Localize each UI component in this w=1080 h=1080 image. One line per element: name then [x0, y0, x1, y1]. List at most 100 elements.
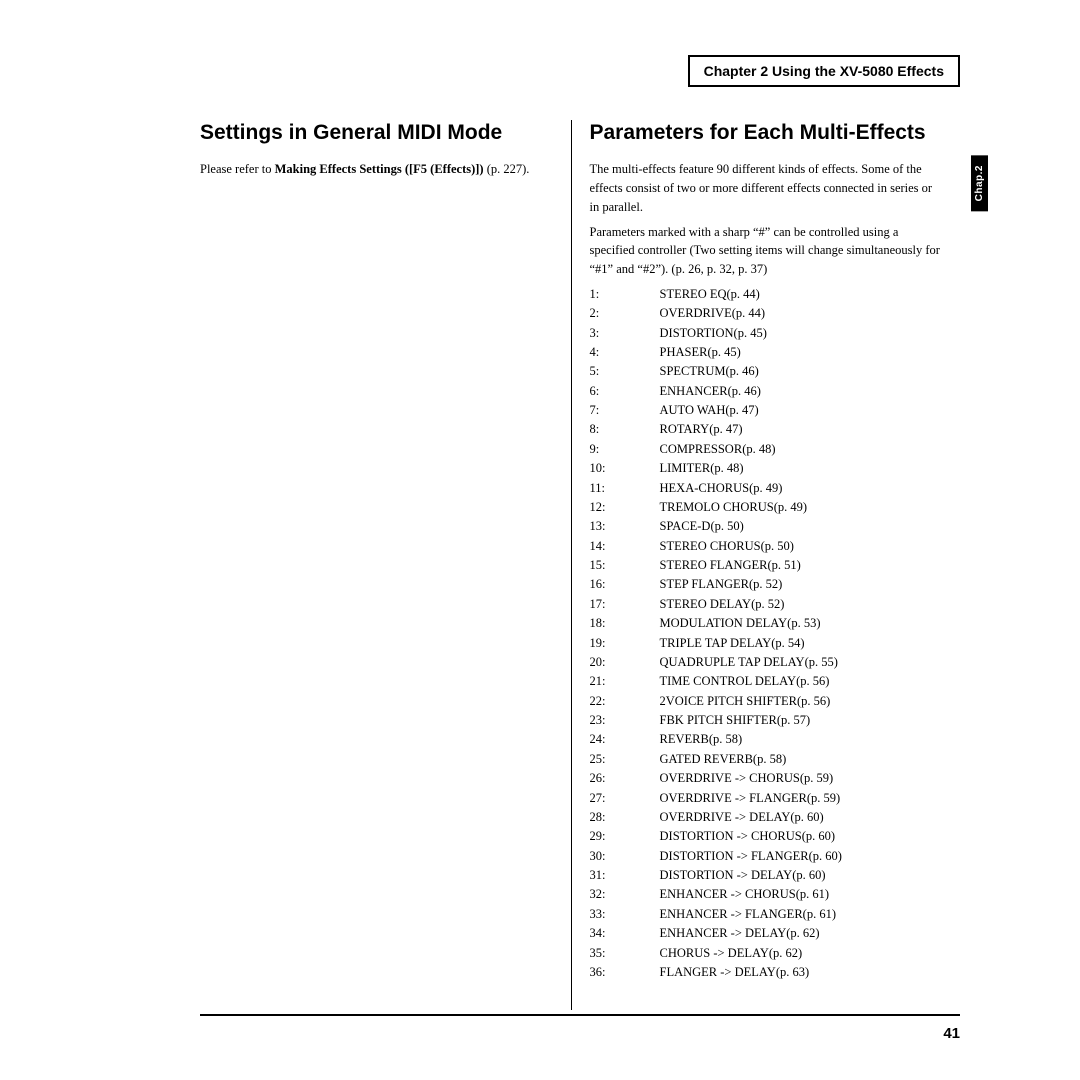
- effect-page-ref: (p. 61): [796, 885, 829, 904]
- effect-number: 36:: [590, 963, 660, 982]
- effect-name: TRIPLE TAP DELAY: [660, 634, 772, 653]
- effect-row: 16:STEP FLANGER(p. 52): [590, 575, 943, 594]
- effect-number: 2:: [590, 304, 660, 323]
- effect-page-ref: (p. 60): [792, 866, 825, 885]
- effect-row: 12:TREMOLO CHORUS(p. 49): [590, 498, 943, 517]
- effect-page-ref: (p. 46): [726, 362, 759, 381]
- right-intro-2: Parameters marked with a sharp “#” can b…: [590, 223, 943, 279]
- effect-row: 8:ROTARY(p. 47): [590, 420, 943, 439]
- effect-row: 21:TIME CONTROL DELAY(p. 56): [590, 672, 943, 691]
- right-column: Parameters for Each Multi-Effects The mu…: [572, 120, 961, 1010]
- effect-number: 35:: [590, 944, 660, 963]
- effect-row: 13:SPACE-D(p. 50): [590, 517, 943, 536]
- effects-list: 1:STEREO EQ(p. 44)2:OVERDRIVE(p. 44)3:DI…: [590, 285, 943, 983]
- bottom-rule: [200, 1014, 960, 1016]
- effect-number: 1:: [590, 285, 660, 304]
- effect-name: STEREO EQ: [660, 285, 727, 304]
- effect-row: 11:HEXA-CHORUS(p. 49): [590, 479, 943, 498]
- effect-page-ref: (p. 46): [728, 382, 761, 401]
- effect-name: FBK PITCH SHIFTER: [660, 711, 777, 730]
- effect-row: 17:STEREO DELAY(p. 52): [590, 595, 943, 614]
- effect-number: 9:: [590, 440, 660, 459]
- effect-number: 30:: [590, 847, 660, 866]
- page-number: 41: [943, 1025, 960, 1042]
- left-para-prefix: Please refer to: [200, 162, 275, 176]
- effect-number: 20:: [590, 653, 660, 672]
- effect-name: QUADRUPLE TAP DELAY: [660, 653, 805, 672]
- effect-number: 29:: [590, 827, 660, 846]
- effect-page-ref: (p. 44): [727, 285, 760, 304]
- effect-row: 35:CHORUS -> DELAY(p. 62): [590, 944, 943, 963]
- left-paragraph: Please refer to Making Effects Settings …: [200, 160, 553, 179]
- effect-number: 4:: [590, 343, 660, 362]
- effect-row: 14:STEREO CHORUS(p. 50): [590, 537, 943, 556]
- effect-name: DISTORTION -> FLANGER: [660, 847, 809, 866]
- effect-number: 34:: [590, 924, 660, 943]
- effect-number: 12:: [590, 498, 660, 517]
- chapter-label: Chapter 2 Using the XV-5080 Effects: [704, 63, 944, 79]
- effect-number: 5:: [590, 362, 660, 381]
- effect-number: 8:: [590, 420, 660, 439]
- effect-page-ref: (p. 47): [709, 420, 742, 439]
- effect-page-ref: (p. 47): [725, 401, 758, 420]
- effect-name: PHASER: [660, 343, 708, 362]
- effect-number: 16:: [590, 575, 660, 594]
- effect-row: 33:ENHANCER -> FLANGER(p. 61): [590, 905, 943, 924]
- effect-name: MODULATION DELAY: [660, 614, 788, 633]
- chapter-header-box: Chapter 2 Using the XV-5080 Effects: [688, 55, 960, 87]
- effect-page-ref: (p. 49): [749, 479, 782, 498]
- effect-name: 2VOICE PITCH SHIFTER: [660, 692, 798, 711]
- side-tab-label: Chap.2: [974, 165, 985, 201]
- effect-name: OVERDRIVE: [660, 304, 732, 323]
- chapter-side-tab: Chap.2: [971, 155, 988, 211]
- effect-name: TREMOLO CHORUS: [660, 498, 774, 517]
- effect-row: 32:ENHANCER -> CHORUS(p. 61): [590, 885, 943, 904]
- effect-name: REVERB: [660, 730, 709, 749]
- effect-row: 25:GATED REVERB(p. 58): [590, 750, 943, 769]
- effect-number: 24:: [590, 730, 660, 749]
- effect-number: 27:: [590, 789, 660, 808]
- effect-row: 4:PHASER(p. 45): [590, 343, 943, 362]
- effect-page-ref: (p. 48): [710, 459, 743, 478]
- left-heading: Settings in General MIDI Mode: [200, 120, 553, 146]
- effect-name: TIME CONTROL DELAY: [660, 672, 797, 691]
- effect-page-ref: (p. 52): [749, 575, 782, 594]
- effect-number: 3:: [590, 324, 660, 343]
- effect-row: 2:OVERDRIVE(p. 44): [590, 304, 943, 323]
- effect-page-ref: (p. 52): [751, 595, 784, 614]
- effect-name: HEXA-CHORUS: [660, 479, 750, 498]
- effect-number: 22:: [590, 692, 660, 711]
- effect-page-ref: (p. 59): [800, 769, 833, 788]
- effect-number: 6:: [590, 382, 660, 401]
- effect-name: SPACE-D: [660, 517, 711, 536]
- effect-page-ref: (p. 45): [707, 343, 740, 362]
- effect-page-ref: (p. 45): [734, 324, 767, 343]
- effect-row: 30:DISTORTION -> FLANGER(p. 60): [590, 847, 943, 866]
- effect-name: OVERDRIVE -> FLANGER: [660, 789, 807, 808]
- effect-row: 18:MODULATION DELAY(p. 53): [590, 614, 943, 633]
- left-para-suffix: (p. 227).: [484, 162, 530, 176]
- effect-row: 26:OVERDRIVE -> CHORUS(p. 59): [590, 769, 943, 788]
- effect-name: GATED REVERB: [660, 750, 753, 769]
- effect-name: ENHANCER: [660, 382, 728, 401]
- effect-row: 3:DISTORTION(p. 45): [590, 324, 943, 343]
- effect-number: 11:: [590, 479, 660, 498]
- effect-name: DISTORTION -> CHORUS: [660, 827, 802, 846]
- effect-number: 25:: [590, 750, 660, 769]
- effect-row: 23:FBK PITCH SHIFTER(p. 57): [590, 711, 943, 730]
- effect-name: ROTARY: [660, 420, 710, 439]
- effect-page-ref: (p. 44): [732, 304, 765, 323]
- effect-row: 6:ENHANCER(p. 46): [590, 382, 943, 401]
- effect-name: ENHANCER -> CHORUS: [660, 885, 796, 904]
- effect-number: 28:: [590, 808, 660, 827]
- effect-number: 15:: [590, 556, 660, 575]
- left-para-bold: Making Effects Settings ([F5 (Effects)]): [275, 162, 484, 176]
- effect-page-ref: (p. 60): [790, 808, 823, 827]
- effect-name: AUTO WAH: [660, 401, 726, 420]
- effect-page-ref: (p. 50): [710, 517, 743, 536]
- effect-name: STEREO FLANGER: [660, 556, 768, 575]
- effect-row: 7:AUTO WAH(p. 47): [590, 401, 943, 420]
- effect-number: 33:: [590, 905, 660, 924]
- effect-name: STEREO CHORUS: [660, 537, 761, 556]
- right-heading: Parameters for Each Multi-Effects: [590, 120, 943, 146]
